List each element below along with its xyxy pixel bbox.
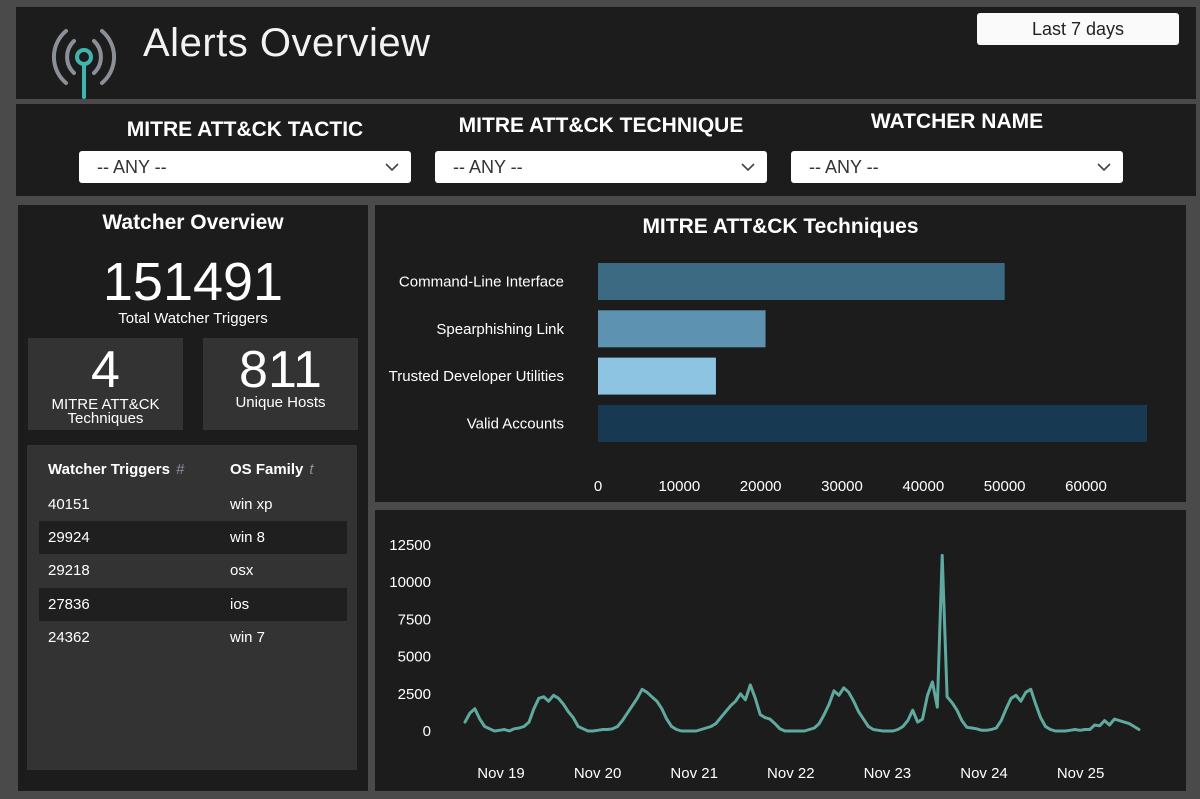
x-tick-label: Nov 20 bbox=[574, 765, 622, 782]
table-cell-triggers: 27836 bbox=[48, 596, 90, 613]
triggers-timeline-panel: 0 2500 5000 7500 10000 12500 Nov 19 Nov 20 Nov 2… bbox=[375, 510, 1186, 791]
total-triggers-label: Total Watcher Triggers bbox=[118, 310, 268, 327]
filter-watcher-label: WATCHER NAME bbox=[870, 110, 1044, 133]
table-cell-os: ios bbox=[230, 596, 250, 613]
techniques-label-line1: MITRE ATT&CK bbox=[51, 396, 160, 413]
column-header-os-family[interactable]: OS Family t bbox=[230, 461, 314, 478]
x-tick-label: Nov 25 bbox=[1057, 765, 1105, 782]
y-tick-label: 5000 bbox=[398, 649, 431, 666]
table-cell-os: win 7 bbox=[230, 629, 266, 646]
watcher-select[interactable]: -- ANY -- bbox=[791, 151, 1123, 183]
x-tick-label: Nov 22 bbox=[767, 765, 815, 782]
y-tick-label: 10000 bbox=[389, 574, 431, 591]
broadcast-antenna-icon bbox=[51, 29, 117, 99]
watcher-overview-title: Watcher Overview bbox=[102, 211, 284, 234]
filter-technique-label: MITRE ATT&CK TECHNIQUE bbox=[458, 114, 744, 137]
unique-hosts-kpi: 811 Unique Hosts bbox=[203, 338, 358, 430]
techniques-label: MITRE ATT&CK Techniques bbox=[28, 396, 183, 427]
chevron-down-icon bbox=[741, 163, 755, 172]
column-header-label: OS Family bbox=[230, 461, 304, 478]
technique-bar[interactable] bbox=[598, 404, 1147, 442]
table-row[interactable]: 29218 osx bbox=[39, 554, 347, 587]
tactic-select-value: -- ANY -- bbox=[97, 157, 167, 177]
technique-bar[interactable] bbox=[598, 357, 716, 395]
chevron-down-icon bbox=[1097, 163, 1111, 172]
table-row[interactable]: 27836 ios bbox=[39, 588, 347, 621]
x-tick-label: 60000 bbox=[1065, 478, 1107, 495]
date-range-button[interactable]: Last 7 days bbox=[977, 13, 1179, 45]
table-cell-os: win xp bbox=[230, 496, 273, 513]
x-tick-label: 10000 bbox=[658, 478, 700, 495]
table-cell-os: osx bbox=[230, 562, 254, 579]
techniques-chart-panel: MITRE ATT&CK Techniques Command-Line Int… bbox=[375, 205, 1186, 502]
technique-select-value: -- ANY -- bbox=[453, 157, 523, 177]
y-tick-label: 2500 bbox=[398, 686, 431, 703]
techniques-kpi: 4 MITRE ATT&CK Techniques bbox=[28, 338, 183, 430]
x-tick-label: 20000 bbox=[740, 478, 782, 495]
filters-panel: MITRE ATT&CK TACTIC -- ANY -- MITRE ATT&… bbox=[16, 104, 1196, 196]
filter-tactic: MITRE ATT&CK TACTIC -- ANY -- bbox=[79, 104, 411, 196]
sort-numeric-icon: # bbox=[175, 461, 185, 478]
page-title: Alerts Overview bbox=[143, 21, 431, 65]
table-row[interactable]: 24362 win 7 bbox=[39, 621, 347, 654]
unique-hosts-count: 811 bbox=[239, 341, 322, 399]
table-cell-triggers: 29218 bbox=[48, 562, 90, 579]
table-cell-triggers: 29924 bbox=[48, 529, 90, 546]
tactic-select[interactable]: -- ANY -- bbox=[79, 151, 411, 183]
table-row[interactable]: 40151 win xp bbox=[39, 488, 347, 521]
technique-bar[interactable] bbox=[598, 263, 1005, 300]
chevron-down-icon bbox=[385, 163, 399, 172]
techniques-count: 4 bbox=[91, 341, 120, 399]
filter-technique: MITRE ATT&CK TECHNIQUE -- ANY -- bbox=[435, 104, 767, 196]
technique-category-label: Command-Line Interface bbox=[399, 274, 564, 291]
x-tick-label: 30000 bbox=[821, 478, 863, 495]
watcher-overview-panel: Watcher Overview 151491 Total Watcher Tr… bbox=[18, 205, 368, 791]
technique-category-label: Valid Accounts bbox=[467, 415, 564, 432]
table-row[interactable]: 29924 win 8 bbox=[39, 521, 347, 554]
technique-category-label: Trusted Developer Utilities bbox=[389, 368, 564, 385]
y-tick-label: 0 bbox=[423, 723, 431, 740]
watcher-select-value: -- ANY -- bbox=[809, 157, 879, 177]
column-header-watcher-triggers[interactable]: Watcher Triggers # bbox=[48, 461, 184, 478]
x-tick-label: 40000 bbox=[902, 478, 944, 495]
filter-watcher: WATCHER NAME -- ANY -- bbox=[791, 104, 1123, 196]
x-tick-label: 50000 bbox=[984, 478, 1026, 495]
technique-select[interactable]: -- ANY -- bbox=[435, 151, 767, 183]
x-tick-label: Nov 21 bbox=[670, 765, 718, 782]
column-header-label: Watcher Triggers bbox=[48, 461, 170, 478]
table-cell-triggers: 24362 bbox=[48, 629, 90, 646]
header-panel: Alerts Overview Last 7 days bbox=[16, 7, 1196, 99]
x-tick-label: Nov 19 bbox=[477, 765, 525, 782]
triggers-line-chart: 0 2500 5000 7500 10000 12500 Nov 19 Nov 20 Nov 2… bbox=[389, 537, 1141, 782]
techniques-bar-chart: Command-Line Interface Spearphishing Link… bbox=[389, 263, 1147, 495]
x-tick-label: Nov 24 bbox=[960, 765, 1008, 782]
technique-category-label: Spearphishing Link bbox=[436, 321, 564, 338]
technique-bar[interactable] bbox=[598, 310, 766, 348]
total-triggers-value: 151491 bbox=[102, 252, 284, 312]
filter-tactic-label: MITRE ATT&CK TACTIC bbox=[126, 118, 364, 141]
triggers-series-line bbox=[463, 553, 1141, 733]
x-tick-label: Nov 23 bbox=[864, 765, 912, 782]
sort-text-icon: t bbox=[309, 461, 314, 478]
y-tick-label: 12500 bbox=[389, 537, 431, 554]
techniques-label-line2: Techniques bbox=[67, 410, 144, 427]
techniques-chart-title: MITRE ATT&CK Techniques bbox=[642, 215, 919, 238]
table-cell-triggers: 40151 bbox=[48, 496, 90, 513]
unique-hosts-label: Unique Hosts bbox=[235, 394, 326, 411]
y-tick-label: 7500 bbox=[398, 611, 431, 628]
x-tick-label: 0 bbox=[594, 478, 602, 495]
table-cell-os: win 8 bbox=[230, 529, 266, 546]
watcher-triggers-table: Watcher Triggers # OS Family t 40151 win x… bbox=[27, 445, 357, 770]
